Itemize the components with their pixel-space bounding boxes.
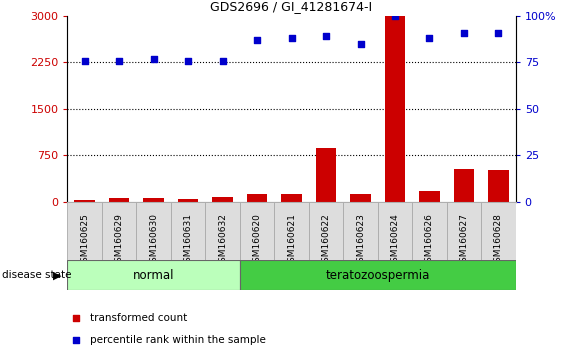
Text: GSM160622: GSM160622 [322,213,331,268]
Point [253,37,262,43]
Bar [488,170,509,202]
Bar [419,191,440,202]
Point [390,13,400,19]
Bar [212,197,233,202]
FancyBboxPatch shape [67,260,240,290]
Bar [350,194,371,202]
Point [425,35,434,41]
Bar [247,194,267,202]
Text: disease state: disease state [2,270,71,280]
Bar [171,202,205,278]
Point [71,315,81,321]
FancyBboxPatch shape [240,260,516,290]
Bar [384,16,406,202]
Point [321,34,331,39]
Text: normal: normal [133,269,175,282]
Bar [67,202,102,278]
Point [459,30,469,35]
Bar [343,202,378,278]
Text: GSM160624: GSM160624 [390,213,400,268]
Text: teratozoospermia: teratozoospermia [326,269,430,282]
Point [287,35,296,41]
Text: GSM160627: GSM160627 [459,213,468,268]
Bar [412,202,447,278]
Bar [74,200,95,202]
Point [356,41,365,47]
Bar [274,202,309,278]
Bar [316,148,336,202]
Text: transformed count: transformed count [90,313,187,323]
Bar [178,199,199,202]
Text: ▶: ▶ [53,270,62,280]
Text: GSM160631: GSM160631 [183,213,193,268]
Point [494,30,503,35]
Text: percentile rank within the sample: percentile rank within the sample [90,335,265,345]
Bar [281,194,302,202]
Bar [378,202,412,278]
Text: GSM160626: GSM160626 [425,213,434,268]
Point [183,58,193,63]
Text: GSM160628: GSM160628 [494,213,503,268]
Bar [481,202,516,278]
Point [80,58,89,63]
Title: GDS2696 / GI_41281674-I: GDS2696 / GI_41281674-I [210,0,373,13]
Text: GSM160630: GSM160630 [149,213,158,268]
Point [218,58,227,63]
Point [71,337,81,343]
Bar [447,202,481,278]
Text: GSM160632: GSM160632 [218,213,227,268]
Bar [137,202,171,278]
Bar [109,198,130,202]
Text: GSM160620: GSM160620 [253,213,261,268]
Point [114,58,124,63]
Bar [309,202,343,278]
Bar [102,202,137,278]
Point [149,56,158,62]
Text: GSM160621: GSM160621 [287,213,296,268]
Text: GSM160625: GSM160625 [80,213,89,268]
Bar [143,198,164,202]
Text: GSM160629: GSM160629 [115,213,124,268]
Bar [240,202,274,278]
Bar [205,202,240,278]
Text: GSM160623: GSM160623 [356,213,365,268]
Bar [454,169,474,202]
